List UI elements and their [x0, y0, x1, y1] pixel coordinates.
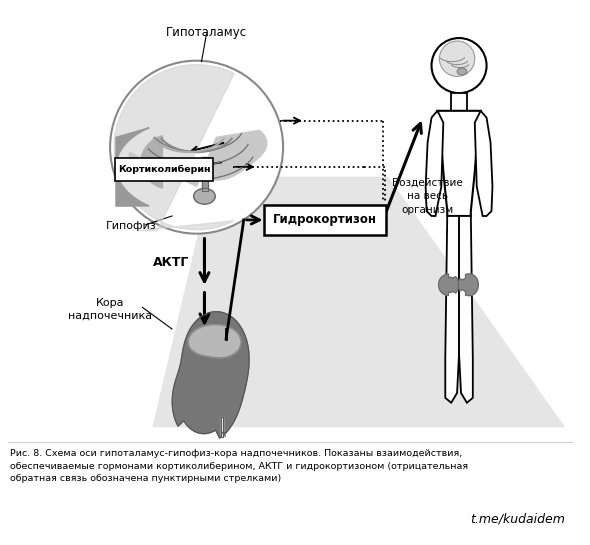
Polygon shape — [475, 111, 493, 216]
Ellipse shape — [457, 68, 467, 75]
Ellipse shape — [194, 189, 215, 204]
Polygon shape — [172, 312, 249, 438]
Polygon shape — [438, 274, 458, 295]
Bar — [451, 93, 467, 111]
Polygon shape — [116, 128, 149, 206]
Circle shape — [110, 60, 283, 234]
Polygon shape — [141, 136, 162, 188]
Circle shape — [431, 38, 487, 93]
FancyBboxPatch shape — [264, 205, 386, 235]
Text: обеспечиваемые гормонами кортиколиберином, АКТГ и гидрокортизоном (отрицательная: обеспечиваемые гормонами кортиколиберино… — [10, 462, 468, 471]
Text: АКТГ: АКТГ — [153, 256, 190, 269]
Polygon shape — [152, 177, 565, 427]
Text: Воздействие
на весь
организм: Воздействие на весь организм — [392, 178, 463, 215]
Polygon shape — [458, 274, 478, 295]
Text: Рис. 8. Схема оси гипоталамус-гипофиз-кора надпочечников. Показаны взаимодействи: Рис. 8. Схема оси гипоталамус-гипофиз-ко… — [10, 449, 462, 458]
Polygon shape — [202, 157, 208, 191]
Text: Кортиколиберин: Кортиколиберин — [118, 165, 211, 174]
Text: Кора
надпочечника: Кора надпочечника — [68, 298, 152, 321]
Polygon shape — [188, 325, 241, 358]
Text: обратная связь обозначена пунктирными стрелками): обратная связь обозначена пунктирными ст… — [10, 475, 281, 483]
FancyBboxPatch shape — [114, 159, 213, 181]
Text: t.me/kudaidem: t.me/kudaidem — [470, 513, 565, 525]
Circle shape — [440, 41, 475, 76]
Polygon shape — [221, 417, 223, 437]
Text: Гипоталамус: Гипоталамус — [166, 26, 247, 39]
Polygon shape — [114, 65, 234, 231]
Polygon shape — [445, 216, 459, 403]
Text: Гипофиз: Гипофиз — [106, 221, 157, 231]
Polygon shape — [437, 111, 481, 216]
Text: Гидрокортизон: Гидрокортизон — [273, 214, 378, 226]
Polygon shape — [459, 216, 473, 403]
Polygon shape — [129, 130, 267, 186]
Polygon shape — [425, 111, 443, 216]
